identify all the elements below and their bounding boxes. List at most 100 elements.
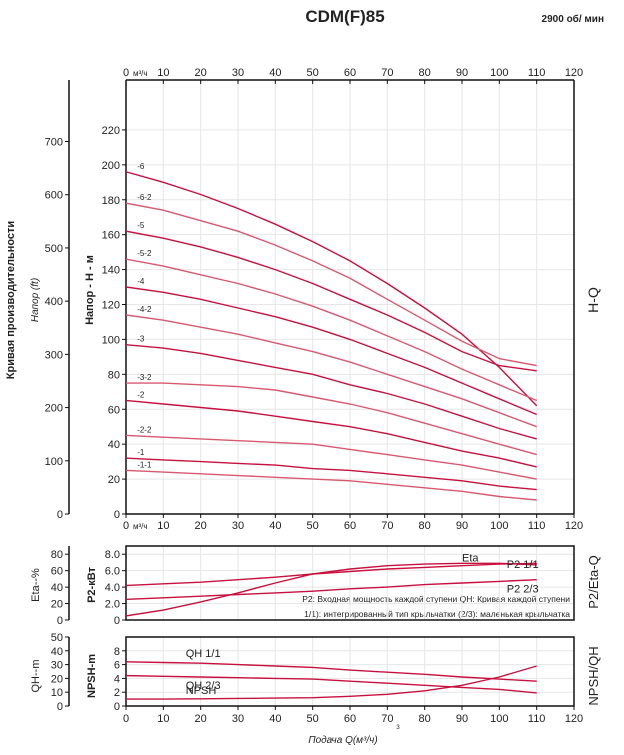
hq-curve-5 [125, 230, 537, 372]
head-tick-label: 0 [114, 509, 120, 521]
x-tick-label-top: 120 [565, 67, 583, 79]
x-tick-label-top: 40 [269, 67, 281, 79]
ft-tick-label: 700 [45, 137, 63, 149]
x-tick-label-bottom: 120 [565, 520, 583, 532]
hq-curve-3 [125, 344, 537, 440]
hq-curve-label: -2-2 [137, 425, 152, 434]
x-tick-label-npsh: 120 [565, 713, 583, 725]
head-tick-label: 40 [108, 439, 120, 451]
npsh-curve-npsh [126, 665, 537, 700]
ft-tick-label: 0 [57, 509, 63, 521]
head-tick-label: 20 [108, 474, 120, 486]
qh-tick-label: 40 [51, 646, 63, 658]
p2-axis-label: P2-кВт [86, 566, 98, 602]
head-tick-label: 220 [102, 125, 120, 137]
x-tick-label-npsh: 20 [195, 713, 207, 725]
head-tick-label: 160 [102, 230, 120, 242]
hq-curve-label: -4 [137, 277, 145, 286]
hq-curve-label: -3-2 [137, 373, 152, 382]
qh-axis-label: QH--m [30, 660, 42, 693]
npsh-tick-label: 0 [114, 701, 120, 713]
x-tick-label-bottom: 100 [490, 520, 508, 532]
qh-tick-label: 50 [51, 632, 63, 644]
x-tick-label-top: 60 [344, 67, 356, 79]
p2-23-label: P2 2/3 [507, 583, 539, 595]
x-tick-label-top: 30 [232, 67, 244, 79]
hq-curve-2 [125, 399, 537, 468]
x-tick-label-npsh: 60 [344, 713, 356, 725]
head-tick-label: 60 [108, 404, 120, 416]
p2eta-curve-eta [125, 562, 537, 617]
chart-title: CDM(F)85 [305, 7, 384, 26]
x-tick-label-top: 90 [456, 67, 468, 79]
series-layer [125, 171, 538, 700]
hq-curve-label: -6 [137, 162, 145, 171]
x-tick-label-bottom: 50 [307, 520, 319, 532]
hq-curve-6-2 [125, 202, 537, 367]
hq-curve-5-2 [125, 258, 537, 402]
p2-tick-label: 4.0 [105, 582, 120, 594]
x-tick-label-bottom: 60 [344, 520, 356, 532]
hq-curve-4 [125, 286, 537, 416]
x-tick-label-top: 100 [490, 67, 508, 79]
series-label-layer: -6-6-2-5-5-2-4-4-2-3-3-2-2-2-2-1-1-1EtaP… [137, 162, 538, 697]
note-line-1: P2: Входная мощность каждой ступени QH: … [302, 594, 570, 604]
hq-curve-4-2 [125, 314, 537, 428]
npsh-tick-label: 6 [114, 660, 120, 672]
qh-tick-label: 0 [57, 701, 63, 713]
qh-tick-label: 30 [51, 660, 63, 672]
x-tick-label-bottom: 30 [232, 520, 244, 532]
p2eta-curve-p2-1-1 [125, 562, 537, 587]
x-tick-label-top: 50 [307, 67, 319, 79]
hq-curve-1 [125, 457, 537, 491]
head-tick-label: 100 [102, 334, 120, 346]
npsh-curve-qh-2-3 [125, 674, 537, 694]
x-tick-label-bottom: 90 [456, 520, 468, 532]
hq-curve-label: -4-2 [137, 305, 152, 314]
hq-curve-label: -6-2 [137, 193, 152, 202]
eta-tick-label: 20 [51, 599, 63, 611]
x-tick-label-npsh: 110 [528, 713, 546, 725]
right-hq-label: H-Q [585, 287, 601, 313]
ft-tick-label: 100 [45, 456, 63, 468]
p2eta-curve-p2-2-3 [125, 579, 537, 601]
hq-curve-1-1 [125, 469, 537, 501]
hq-curve-3-2 [126, 382, 537, 456]
x-tick-label-top: 20 [195, 67, 207, 79]
eta-axis-label: Eta--% [30, 568, 42, 602]
x-tick-label-bottom: 80 [419, 520, 431, 532]
x-tick-label-bottom: 110 [528, 520, 546, 532]
ft-axis-label: Напор (ft) [30, 278, 41, 322]
hq-curve-label: -5-2 [137, 249, 152, 258]
performance-curve-label: Кривая производительности [5, 221, 17, 379]
x-tick-label-bottom: 40 [269, 520, 281, 532]
x-axis-title: Подача Q(м³/ч) [308, 735, 377, 746]
x-tick-label-bottom: 20 [195, 520, 207, 532]
tick-layer: 0204060801001201401601802002200100200300… [45, 67, 584, 725]
qh-11-label: QH 1/1 [186, 648, 221, 660]
p2-tick-label: 2.0 [105, 599, 120, 611]
hq-curve-label: -1 [137, 448, 145, 457]
npsh-curve-qh-1-1 [125, 661, 537, 682]
x-tick-label-npsh: 40 [269, 713, 281, 725]
p2-tick-label: 0 [114, 615, 120, 627]
hq-curve-6 [125, 171, 538, 407]
x-tick-label-npsh: 10 [157, 713, 169, 725]
right-p2eta-label: P2/Eta-Q [586, 555, 601, 608]
x-tick-label-npsh: 70 [381, 713, 393, 725]
x-tick-label-top: 10 [157, 67, 169, 79]
npsh-label: NPSH [186, 685, 217, 697]
head-tick-label: 140 [102, 265, 120, 277]
head-tick-label: 80 [108, 369, 120, 381]
x-tick-label-npsh: 30 [232, 713, 244, 725]
ft-tick-label: 200 [45, 403, 63, 415]
unit-label-bottom: м³/ч [133, 522, 148, 531]
ft-tick-label: 300 [45, 349, 63, 361]
head-tick-label: 200 [102, 160, 120, 172]
npsh-tick-label: 2 [114, 687, 120, 699]
x-tick-label-npsh: 80 [419, 713, 431, 725]
npsh-axis-label: NPSH-m [86, 654, 98, 698]
hq-curve-label: -1-1 [137, 460, 152, 469]
